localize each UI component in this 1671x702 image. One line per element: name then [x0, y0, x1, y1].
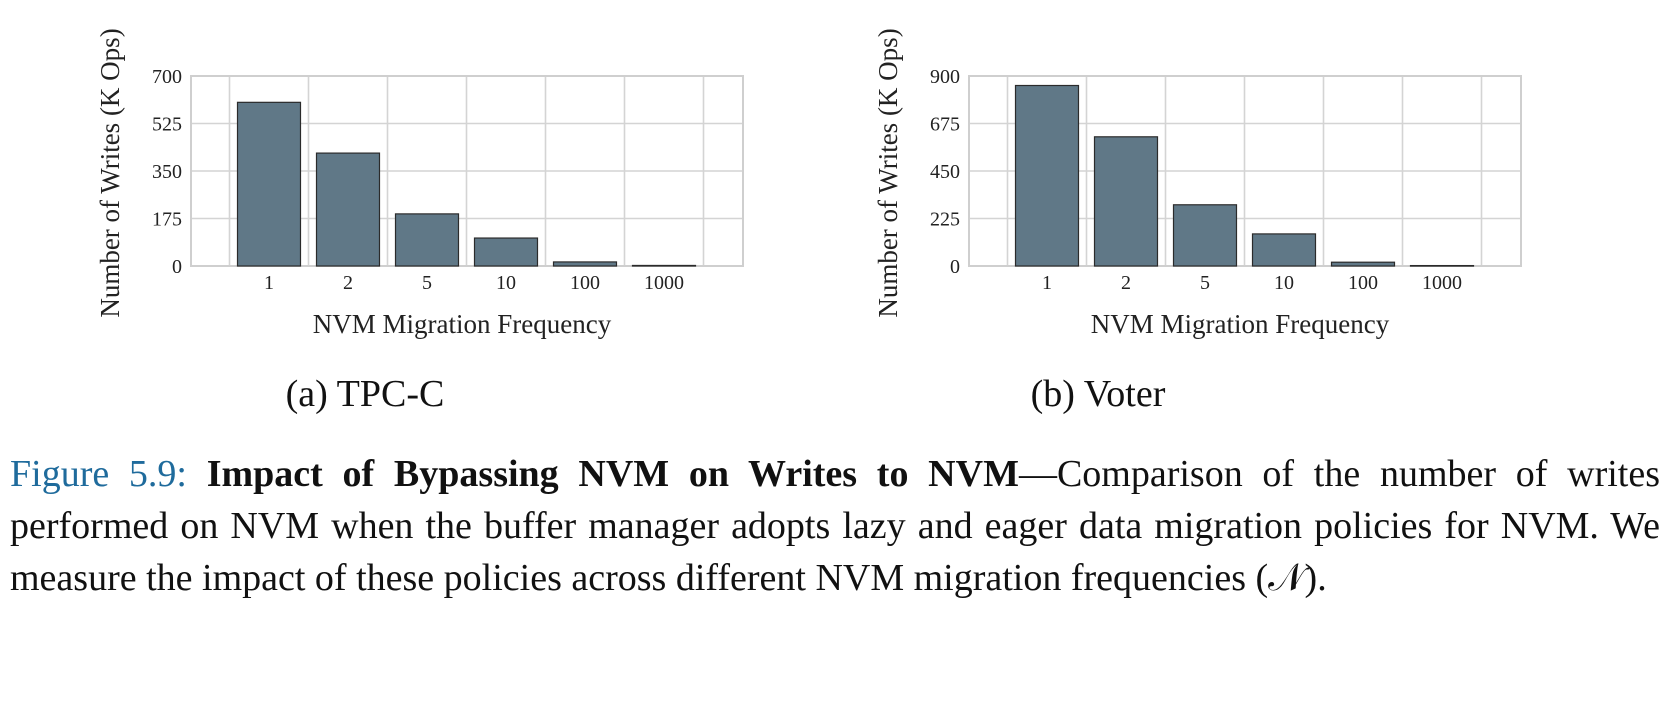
- y-tick-label: 225: [930, 209, 960, 231]
- x-axis-label: NVM Migration Frequency: [313, 309, 612, 339]
- figure-caption-text: —Comparison of the number of writes perf…: [10, 453, 1660, 599]
- x-tick-label: 10: [1274, 272, 1294, 294]
- bar: [1330, 261, 1396, 267]
- y-tick-label: 175: [152, 209, 182, 231]
- figure-number: Figure 5.9:: [10, 453, 187, 495]
- bar: [1172, 204, 1238, 267]
- x-tick-label: 100: [1348, 272, 1378, 294]
- plot-frame: [190, 75, 744, 267]
- y-tick-label: 525: [152, 114, 182, 136]
- x-tick-label: 5: [422, 272, 432, 294]
- chart-panel-a: 0 175 350 525 700 1 2 5 10 100 1000 NVM Migration F…: [90, 0, 890, 420]
- chart-b-svg: 0 225 450 675 900 1 2 5 10 100 1000 NVM Migration F…: [873, 28, 1522, 339]
- y-axis-label: Number of Writes (K Ops): [95, 28, 125, 317]
- x-tick-label: 5: [1200, 272, 1210, 294]
- bar: [473, 237, 539, 267]
- x-tick-label: 1: [1042, 272, 1052, 294]
- panel-label-b: (b) Voter: [1030, 373, 1166, 415]
- y-tick-label: 900: [930, 66, 960, 88]
- y-tick-label: 0: [172, 256, 182, 278]
- bar: [315, 152, 381, 267]
- x-tick-label: 10: [496, 272, 516, 294]
- x-axis-label: NVM Migration Frequency: [1091, 309, 1390, 339]
- bar: [1093, 136, 1159, 267]
- x-tick-label: 2: [1121, 272, 1131, 294]
- bar: [394, 213, 460, 267]
- bar: [1409, 264, 1475, 267]
- y-axis-label: Number of Writes (K Ops): [873, 28, 903, 317]
- x-tick-label: 100: [570, 272, 600, 294]
- x-tick-label: 1000: [1422, 272, 1462, 294]
- plot-frame: [968, 75, 1522, 267]
- bar: [1014, 84, 1080, 267]
- y-tick-label: 675: [930, 114, 960, 136]
- chart-a-svg: 0 175 350 525 700 1 2 5 10 100 1000 NVM Migration F…: [95, 28, 744, 339]
- bar: [236, 101, 302, 267]
- y-tick-label: 350: [152, 161, 182, 183]
- bar: [631, 264, 697, 267]
- x-tick-label: 1: [264, 272, 274, 294]
- panel-label-a: (a) TPC-C: [285, 373, 445, 415]
- y-tick-label: 450: [930, 161, 960, 183]
- bar: [552, 261, 618, 267]
- bar: [1251, 233, 1317, 267]
- panel-caption-b: (b) Voter: [698, 372, 1498, 416]
- x-tick-label: 2: [343, 272, 353, 294]
- figure-title: Impact of Bypassing NVM on Writes to NVM: [206, 453, 1019, 495]
- y-tick-label: 700: [152, 66, 182, 88]
- figure-caption: Figure 5.9: Impact of Bypassing NVM on W…: [10, 448, 1660, 604]
- chart-panel-b: 0 225 450 675 900 1 2 5 10 100 1000 NVM Migration F…: [868, 0, 1668, 420]
- x-tick-label: 1000: [644, 272, 684, 294]
- y-tick-label: 0: [950, 256, 960, 278]
- panel-caption-a: (a) TPC-C: [0, 372, 765, 416]
